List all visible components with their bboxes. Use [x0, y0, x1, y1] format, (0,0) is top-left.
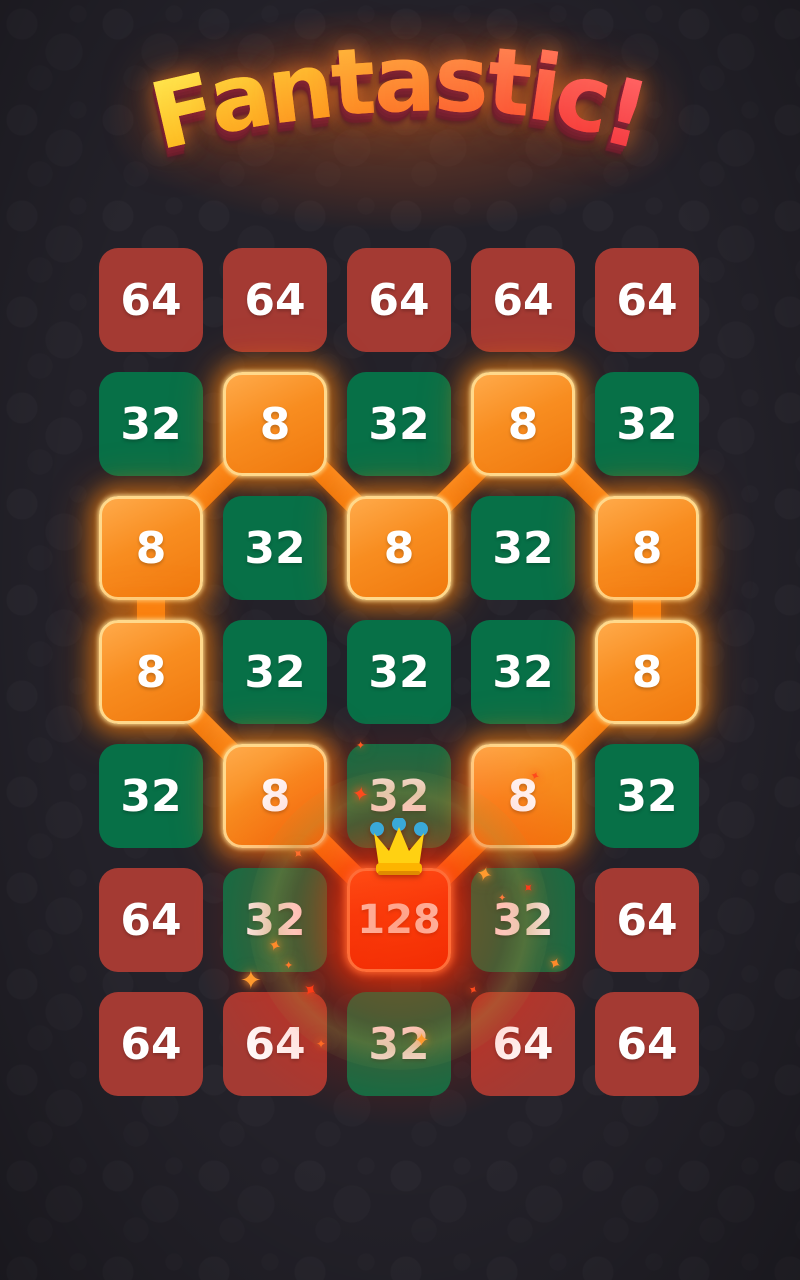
- tile-r1c5-64[interactable]: 64: [595, 248, 699, 352]
- tile-value: 64: [616, 894, 678, 946]
- tile-r5c4-8[interactable]: 8: [471, 744, 575, 848]
- tile-r6c5-64[interactable]: 64: [595, 868, 699, 972]
- banner-letter: ss: [432, 24, 491, 136]
- tile-value: 32: [616, 770, 678, 822]
- tile-value: 32: [120, 398, 182, 450]
- tile-value: 64: [616, 274, 678, 326]
- tile-r2c1-32[interactable]: 32: [99, 372, 203, 476]
- tile-r1c4-64[interactable]: 64: [471, 248, 575, 352]
- tile-r2c2-8[interactable]: 8: [223, 372, 327, 476]
- tile-value: 64: [244, 1018, 306, 1070]
- tile-value: 32: [244, 894, 306, 946]
- tile-value: 32: [244, 522, 306, 574]
- tile-r4c5-8[interactable]: 8: [595, 620, 699, 724]
- tile-r5c2-8[interactable]: 8: [223, 744, 327, 848]
- tile-value: 8: [259, 770, 291, 822]
- tile-r7c1-64[interactable]: 64: [99, 992, 203, 1096]
- tile-value: 128: [357, 897, 441, 943]
- tile-r6c4-32[interactable]: 32: [471, 868, 575, 972]
- tile-value: 64: [244, 274, 306, 326]
- tile-value: 64: [120, 894, 182, 946]
- tile-value: 32: [616, 398, 678, 450]
- tile-value: 64: [368, 274, 430, 326]
- tile-r2c5-32[interactable]: 32: [595, 372, 699, 476]
- tile-value: 64: [492, 274, 554, 326]
- tile-r2c4-8[interactable]: 8: [471, 372, 575, 476]
- tile-value: 8: [631, 522, 663, 574]
- tile-r4c2-32[interactable]: 32: [223, 620, 327, 724]
- tile-value: 32: [368, 770, 430, 822]
- tile-r6c3-128[interactable]: 128: [347, 868, 451, 972]
- tile-r1c1-64[interactable]: 64: [99, 248, 203, 352]
- tile-r6c1-64[interactable]: 64: [99, 868, 203, 972]
- tile-value: 32: [120, 770, 182, 822]
- tile-value: 32: [492, 894, 554, 946]
- tile-r5c1-32[interactable]: 32: [99, 744, 203, 848]
- tile-value: 8: [135, 522, 167, 574]
- banner-fantastic: FFaannttaassttiicc!!: [0, 25, 800, 171]
- tile-value: 32: [368, 646, 430, 698]
- tile-r3c5-8[interactable]: 8: [595, 496, 699, 600]
- tile-r4c1-8[interactable]: 8: [99, 620, 203, 724]
- banner-letter: aa: [373, 24, 437, 135]
- tile-r7c4-64[interactable]: 64: [471, 992, 575, 1096]
- tile-r7c5-64[interactable]: 64: [595, 992, 699, 1096]
- tile-value: 64: [120, 1018, 182, 1070]
- tile-r3c4-32[interactable]: 32: [471, 496, 575, 600]
- tile-r7c3-32[interactable]: 32: [347, 992, 451, 1096]
- tile-value: 8: [135, 646, 167, 698]
- tile-r7c2-64[interactable]: 64: [223, 992, 327, 1096]
- banner-letter: tt: [328, 27, 380, 140]
- tile-value: 8: [507, 770, 539, 822]
- tile-value: 8: [259, 398, 291, 450]
- tile-r1c3-64[interactable]: 64: [347, 248, 451, 352]
- tile-value: 8: [383, 522, 415, 574]
- tile-r1c2-64[interactable]: 64: [223, 248, 327, 352]
- tile-value: 64: [492, 1018, 554, 1070]
- tile-value: 32: [368, 1018, 430, 1070]
- tile-r4c4-32[interactable]: 32: [471, 620, 575, 724]
- tile-value: 64: [616, 1018, 678, 1070]
- tile-r6c2-32[interactable]: 32: [223, 868, 327, 972]
- crown: [366, 817, 432, 886]
- tile-r3c1-8[interactable]: 8: [99, 496, 203, 600]
- sparkle-icon: ✦: [288, 845, 307, 864]
- tile-r3c2-32[interactable]: 32: [223, 496, 327, 600]
- crown-icon: [370, 817, 428, 875]
- tile-r2c3-32[interactable]: 32: [347, 372, 451, 476]
- tile-value: 32: [492, 522, 554, 574]
- tile-value: 32: [244, 646, 306, 698]
- tile-value: 32: [492, 646, 554, 698]
- tile-r3c3-8[interactable]: 8: [347, 496, 451, 600]
- tile-r5c5-32[interactable]: 32: [595, 744, 699, 848]
- tile-r4c3-32[interactable]: 32: [347, 620, 451, 724]
- tile-value: 64: [120, 274, 182, 326]
- tile-value: 32: [368, 398, 430, 450]
- tile-value: 8: [631, 646, 663, 698]
- tile-value: 8: [507, 398, 539, 450]
